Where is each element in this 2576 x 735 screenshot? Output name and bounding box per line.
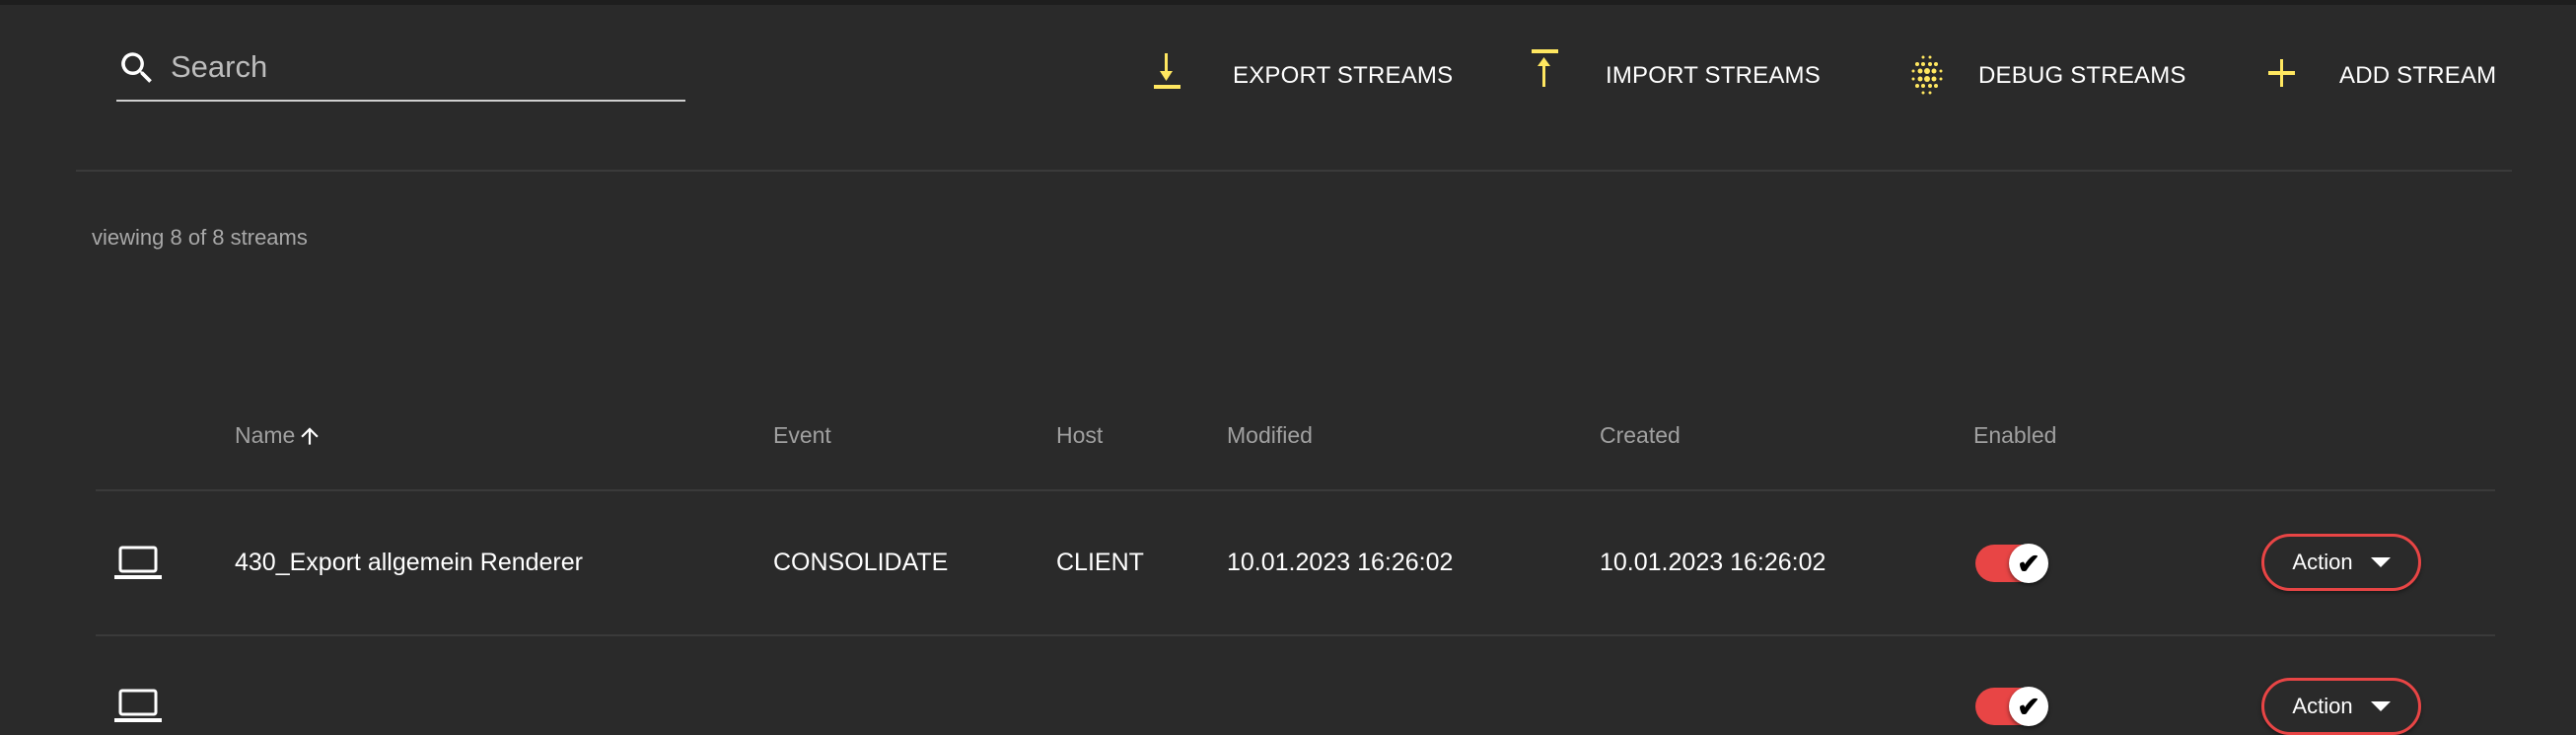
debug-dots-icon: [1911, 55, 1943, 95]
sort-ascending-icon: [301, 426, 320, 445]
column-header-created[interactable]: Created: [1600, 422, 1681, 448]
action-menu-button[interactable]: Action: [2261, 534, 2421, 591]
export-streams-label: EXPORT STREAMS: [1233, 62, 1454, 89]
search-input[interactable]: [171, 47, 664, 87]
check-icon: ✔: [2009, 544, 2048, 583]
search-field[interactable]: [116, 39, 685, 102]
action-label: Action: [2292, 550, 2353, 574]
laptop-icon: [114, 689, 162, 722]
action-menu-button[interactable]: Action: [2261, 678, 2421, 735]
upload-icon: [1532, 49, 1558, 87]
enabled-toggle[interactable]: ✔: [1975, 687, 2048, 726]
stream-count: viewing 8 of 8 streams: [92, 225, 308, 250]
caret-down-icon: [2370, 701, 2391, 711]
laptop-icon: [114, 546, 162, 579]
caret-down-icon: [2370, 557, 2391, 567]
import-streams-label: IMPORT STREAMS: [1606, 62, 1821, 89]
download-icon: [1154, 53, 1181, 89]
add-stream-label: ADD STREAM: [2339, 62, 2497, 89]
export-streams-button[interactable]: EXPORT STREAMS: [1154, 49, 1453, 103]
stream-event: CONSOLIDATE: [773, 549, 949, 576]
top-edge: [0, 0, 2576, 5]
column-header-event[interactable]: Event: [773, 422, 831, 448]
check-icon: ✔: [2009, 687, 2048, 726]
import-streams-button[interactable]: IMPORT STREAMS: [1532, 49, 1821, 103]
toolbar-divider: [76, 170, 2512, 172]
column-header-enabled[interactable]: Enabled: [1973, 422, 2057, 448]
header-divider: [96, 489, 2495, 491]
column-header-name-label: Name: [235, 422, 296, 448]
search-icon: [121, 52, 152, 83]
stream-created: 10.01.2023 16:26:02: [1600, 549, 1826, 576]
column-header-host[interactable]: Host: [1056, 422, 1104, 448]
stream-name[interactable]: 430_Export allgemein Renderer: [235, 549, 583, 576]
debug-streams-label: DEBUG STREAMS: [1978, 62, 2186, 89]
action-label: Action: [2292, 694, 2353, 718]
debug-streams-button[interactable]: DEBUG STREAMS: [1903, 49, 2186, 103]
plus-icon: [2268, 59, 2295, 87]
row-divider: [96, 634, 2495, 636]
column-header-modified[interactable]: Modified: [1227, 422, 1313, 448]
add-stream-button[interactable]: ADD STREAM: [2268, 49, 2496, 103]
stream-modified: 10.01.2023 16:26:02: [1227, 549, 1454, 576]
stream-host: CLIENT: [1056, 549, 1144, 576]
column-header-name[interactable]: Name: [235, 422, 322, 449]
enabled-toggle[interactable]: ✔: [1975, 544, 2048, 583]
